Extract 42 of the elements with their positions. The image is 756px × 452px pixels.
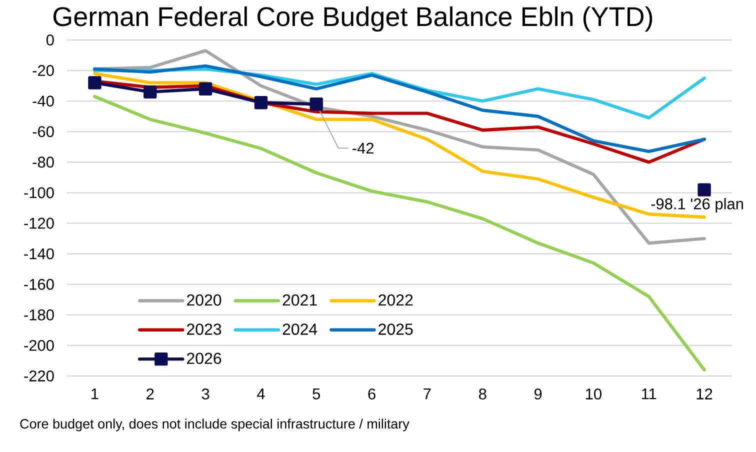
x-tick-label: 9 <box>534 388 542 400</box>
y-tick-label: -180 <box>24 309 54 320</box>
x-tick-label: 12 <box>696 388 712 400</box>
y-tick-label: -200 <box>24 340 54 351</box>
y-tick-label: -20 <box>32 65 54 76</box>
x-tick-label: 11 <box>642 388 656 400</box>
y-tick-label: 0 <box>46 34 54 46</box>
y-tick-label: -60 <box>32 126 54 138</box>
point <box>198 82 212 96</box>
legend-label: 2023 <box>187 324 222 335</box>
x-tick-label: 6 <box>368 388 376 400</box>
line-series <box>93 64 706 154</box>
point <box>310 98 323 111</box>
point <box>698 183 711 196</box>
text: Core budget only, does not include special infrastructure / military <box>20 418 410 432</box>
legend-label: 2022 <box>378 294 413 306</box>
legend-label: 2024 <box>282 324 318 335</box>
x-tick-label: 7 <box>424 388 431 400</box>
chart-title: German Federal Core Budget Balance Ebln (YTD) <box>53 6 652 32</box>
legend-label: 2026 <box>187 352 222 364</box>
legend-label: 2020 <box>187 294 222 306</box>
y-tick-label: -100 <box>24 187 54 198</box>
x-tick-label: 5 <box>312 388 320 400</box>
point <box>144 85 157 99</box>
x-tick-label: 10 <box>586 388 602 400</box>
y-tick-label: -120 <box>24 218 54 229</box>
legend-label: 2021 <box>282 294 317 306</box>
legend-label: 2025 <box>378 324 413 335</box>
y-tick-label: -80 <box>32 156 54 168</box>
x-tick-label: 4 <box>257 388 265 400</box>
y-tick-label: -40 <box>32 96 54 107</box>
point <box>88 76 102 90</box>
y-tick-label: -140 <box>24 248 54 260</box>
x-tick-label: 3 <box>202 388 210 400</box>
x-tick-label: 1 <box>92 388 98 400</box>
data-label: -42 <box>352 142 374 154</box>
point <box>254 96 268 110</box>
y-tick-label: -160 <box>24 278 54 290</box>
data-label: -98.1 '26 plan <box>651 198 743 212</box>
y-tick-label: -220 <box>24 370 54 382</box>
x-tick-label: 2 <box>146 388 154 400</box>
x-tick-label: 8 <box>478 388 486 400</box>
